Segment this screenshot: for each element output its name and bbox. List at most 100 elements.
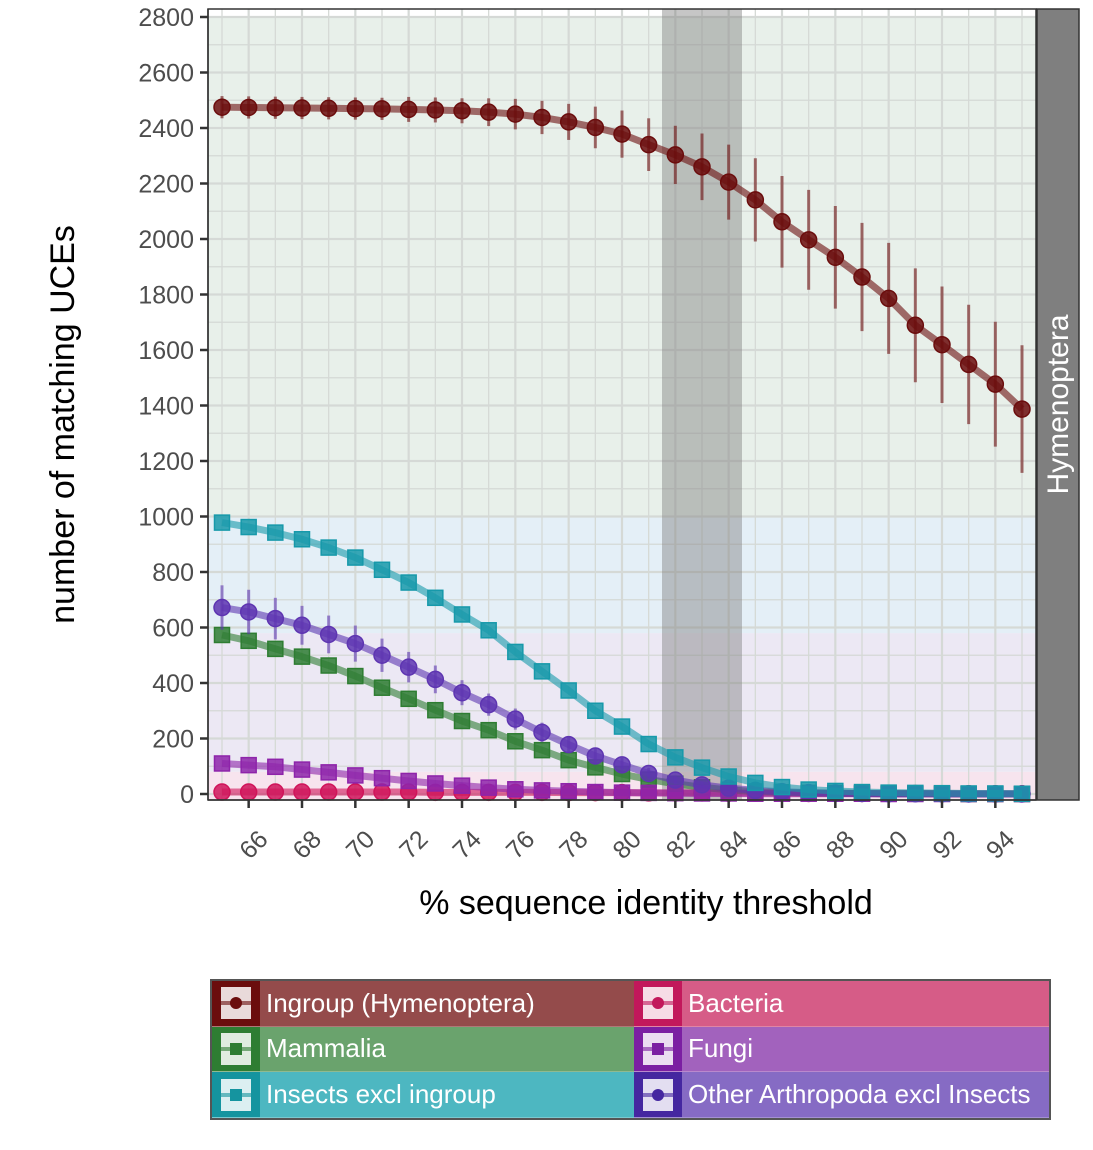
data-point: [479, 103, 498, 121]
series-layer: [213, 96, 1031, 803]
data-point: [320, 539, 337, 556]
legend-key: [634, 981, 682, 1026]
data-point: [400, 690, 417, 708]
legend: Ingroup (Hymenoptera) Bacteria Mammalia Fun…: [210, 979, 1051, 1120]
data-point: [959, 355, 978, 374]
y-tick-label: 0: [180, 781, 194, 809]
data-point: [693, 776, 711, 794]
data-point: [799, 231, 818, 249]
data-point: [507, 781, 524, 798]
y-tick-label: 1600: [138, 337, 194, 365]
x-tick-label: 74: [448, 825, 488, 865]
data-point: [906, 316, 925, 335]
legend-key: [634, 1026, 682, 1072]
data-point: [640, 784, 657, 802]
legend-label: Insects excl ingroup: [266, 1079, 496, 1110]
data-point: [853, 268, 871, 286]
data-point: [373, 561, 391, 579]
data-point: [213, 626, 231, 644]
data-point: [213, 783, 231, 801]
data-point: [613, 125, 631, 143]
data-point: [293, 648, 311, 665]
data-point: [533, 723, 551, 742]
data-point: [426, 670, 445, 689]
data-point: [373, 100, 391, 118]
data-point: [319, 625, 338, 644]
data-point: [933, 335, 951, 354]
data-point: [346, 634, 365, 653]
data-point: [613, 784, 631, 801]
data-point: [293, 783, 311, 801]
circle-marker-icon: [652, 1088, 664, 1101]
data-point: [267, 758, 284, 776]
legend-item: Mammalia: [212, 1026, 634, 1073]
data-point: [746, 191, 765, 209]
data-point: [559, 113, 578, 131]
data-point: [453, 683, 471, 702]
data-point: [293, 616, 311, 635]
legend-label: Bacteria: [688, 987, 784, 1018]
data-point: [1013, 400, 1031, 418]
square-marker-icon: [652, 1042, 664, 1055]
data-point: [266, 783, 285, 801]
y-tick-label: 1000: [138, 504, 194, 532]
x-tick-label: 68: [288, 825, 327, 864]
y-tick-label: 2000: [138, 226, 194, 254]
circle-marker-icon: [652, 997, 664, 1010]
data-point: [506, 710, 525, 728]
data-point: [907, 784, 924, 802]
data-point: [480, 622, 497, 639]
data-point: [880, 784, 897, 801]
y-tick-label: 1400: [138, 393, 194, 421]
data-point: [400, 772, 417, 790]
data-point: [533, 663, 551, 680]
y-tick-label: 800: [152, 559, 194, 587]
legend-key-box: [643, 1032, 673, 1065]
legend-label: Other Arthropoda excl Insects: [688, 1079, 1031, 1110]
data-point: [480, 721, 497, 739]
data-point: [373, 679, 391, 696]
legend-key: [212, 981, 260, 1026]
data-point: [987, 785, 1004, 802]
data-point: [826, 248, 845, 267]
data-point: [480, 779, 497, 796]
data-point: [399, 100, 418, 119]
data-point: [587, 783, 604, 801]
x-tick-label: 84: [714, 825, 754, 865]
series-ingroup-hymenoptera: [213, 96, 1031, 473]
data-point: [879, 289, 898, 308]
data-point: [320, 657, 337, 674]
legend-key-box: [643, 1078, 673, 1111]
y-tick-label: 2200: [138, 171, 194, 199]
x-tick-label: 90: [874, 825, 913, 864]
data-point: [266, 609, 285, 628]
data-point: [426, 101, 445, 119]
y-tick-label: 2400: [138, 115, 194, 143]
x-tick-label: 82: [661, 825, 700, 864]
data-point: [666, 146, 685, 164]
data-point: [239, 603, 258, 621]
data-point: [667, 749, 684, 766]
x-tick-label: 92: [928, 825, 967, 864]
data-point: [719, 173, 738, 191]
data-point: [800, 781, 817, 798]
data-point: [559, 735, 578, 754]
legend-key: [212, 1026, 260, 1072]
facet-strip: Hymenoptera: [1036, 8, 1080, 801]
data-point: [346, 99, 365, 118]
data-point: [267, 524, 284, 541]
data-point: [773, 778, 791, 796]
x-tick-label: 94: [981, 825, 1021, 865]
data-point: [213, 598, 231, 617]
data-point: [639, 764, 658, 783]
data-point: [453, 606, 471, 623]
data-point: [586, 747, 605, 765]
data-point: [427, 701, 444, 719]
data-point: [666, 771, 685, 789]
legend-key: [212, 1072, 260, 1117]
legend-key-box: [643, 987, 673, 1020]
data-point: [239, 98, 258, 117]
data-point: [373, 646, 391, 664]
data-point: [373, 769, 391, 787]
data-point: [453, 712, 471, 730]
